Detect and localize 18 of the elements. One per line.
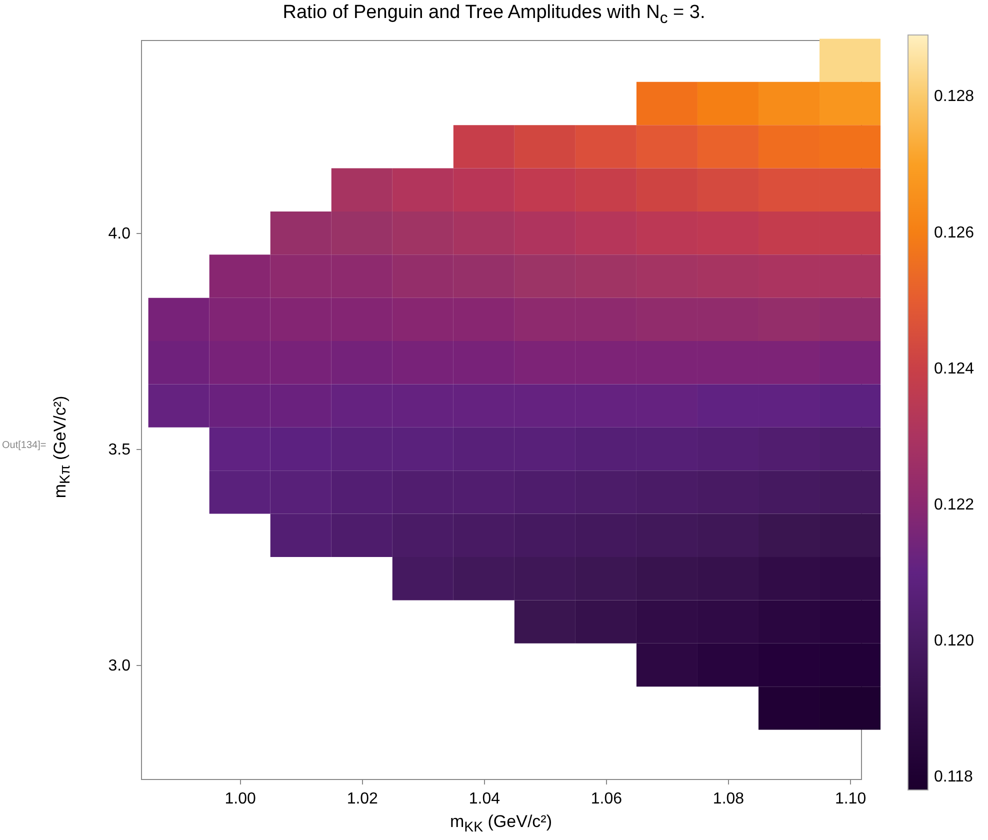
y-tick-label: 3.5 bbox=[108, 442, 131, 459]
color-bar-label: 0.128 bbox=[934, 88, 974, 106]
color-bar-label: 0.126 bbox=[934, 224, 974, 242]
color-bar-label: 0.118 bbox=[934, 768, 973, 786]
text: Out[134]= bbox=[2, 440, 46, 451]
y-tick-label: 4.0 bbox=[108, 226, 131, 243]
color-bar-label: 0.124 bbox=[934, 360, 974, 378]
x-tick-label: 1.02 bbox=[346, 790, 378, 808]
chart-title: Ratio of Penguin and Tree Amplitudes with N$_{c}$ = 3. bbox=[282, 2, 706, 28]
color-bar-label: 0.120 bbox=[934, 632, 974, 650]
x-axis-title: m$_{KK}$ (GeV/c²) bbox=[448, 812, 553, 836]
y-tick-label: 3.0 bbox=[108, 657, 131, 674]
x-tick-label: 1.04 bbox=[468, 790, 500, 808]
color-bar-label: 0.122 bbox=[934, 496, 974, 514]
x-tick-label: 1.08 bbox=[712, 790, 744, 808]
x-tick-label: 1.10 bbox=[834, 790, 866, 808]
x-tick-label: 1.00 bbox=[224, 790, 256, 808]
x-tick-label: 1.06 bbox=[590, 790, 622, 808]
